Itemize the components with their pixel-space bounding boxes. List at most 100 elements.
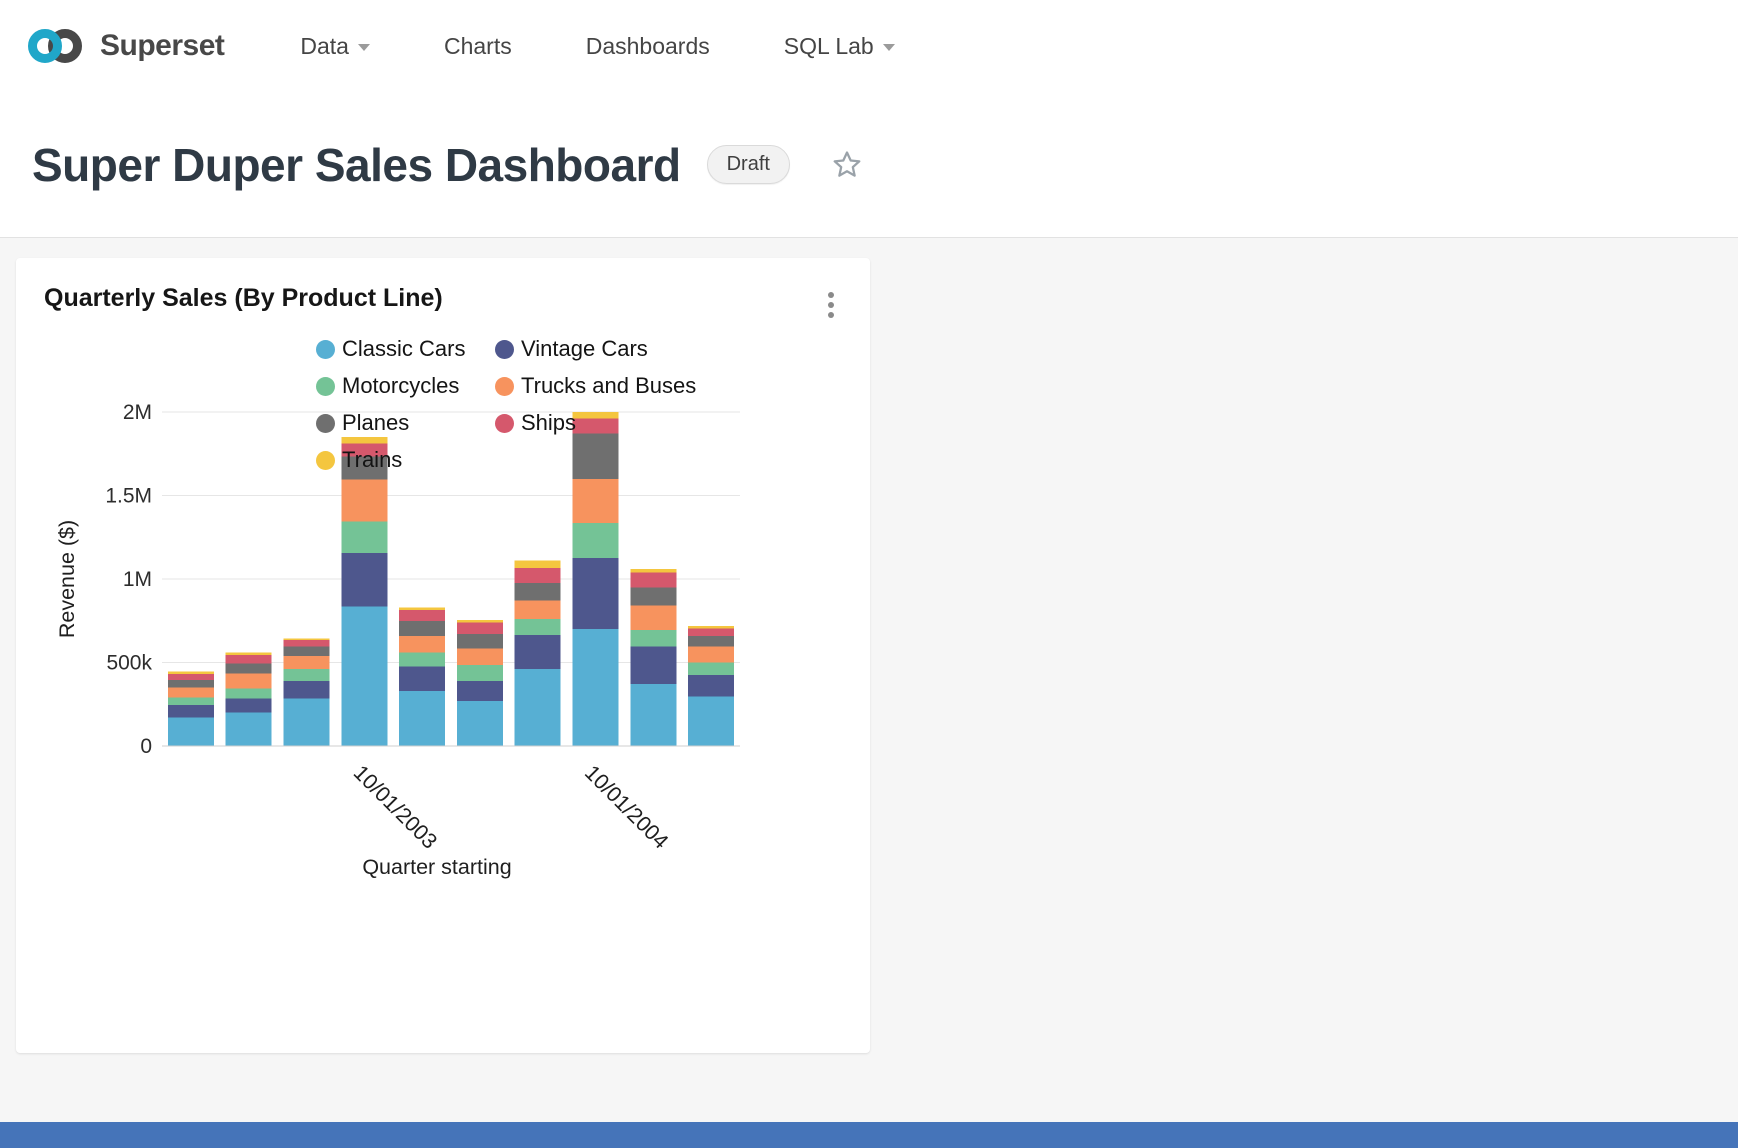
kebab-dot	[828, 312, 834, 318]
bar-segment[interactable]	[630, 568, 677, 573]
bar-segment[interactable]	[283, 669, 330, 681]
bar-segment[interactable]	[688, 628, 735, 636]
y-axis-title: Revenue ($)	[55, 520, 79, 638]
bar-segment[interactable]	[688, 662, 735, 676]
bar-segment[interactable]	[514, 634, 561, 670]
bar-segment[interactable]	[514, 619, 561, 635]
bar-segment[interactable]	[572, 433, 619, 479]
bar-segment[interactable]	[167, 697, 214, 706]
kebab-dot	[828, 292, 834, 298]
favorite-star-button[interactable]	[830, 148, 864, 182]
legend-item-trucks-and-buses[interactable]: Trucks and Buses	[495, 373, 696, 399]
legend-item-motorcycles[interactable]: Motorcycles	[316, 373, 495, 399]
bar-segment[interactable]	[167, 717, 214, 746]
bar-segment[interactable]	[283, 646, 330, 656]
legend-item-trains[interactable]: Trains	[316, 447, 495, 473]
bar-segment[interactable]	[283, 655, 330, 670]
nav-item-dashboards[interactable]: Dashboards	[586, 33, 710, 60]
bar-segment[interactable]	[225, 652, 272, 655]
bar-segment[interactable]	[399, 690, 446, 746]
bar-segment[interactable]	[225, 712, 272, 746]
bar-segment[interactable]	[341, 443, 388, 457]
nav-item-charts[interactable]: Charts	[444, 33, 512, 60]
bar-segment[interactable]	[514, 568, 561, 584]
bar-segment[interactable]	[688, 646, 735, 663]
bar-segment[interactable]	[341, 553, 388, 607]
legend-item-classic-cars[interactable]: Classic Cars	[316, 336, 495, 362]
bar-segment[interactable]	[514, 600, 561, 620]
bar-segment[interactable]	[456, 622, 503, 635]
caret-down-icon	[357, 44, 370, 51]
bar-segment[interactable]	[630, 629, 677, 647]
bar-segment[interactable]	[167, 687, 214, 698]
nav-item-label: Data	[300, 32, 349, 59]
chart-options-menu-button[interactable]	[820, 286, 842, 324]
nav-item-sql-lab[interactable]: SQL Lab	[784, 33, 895, 60]
bar-segment[interactable]	[514, 669, 561, 746]
bar-segment[interactable]	[456, 700, 503, 746]
bar-segment[interactable]	[572, 629, 619, 746]
bar-segment[interactable]	[514, 560, 561, 569]
bar-segment[interactable]	[225, 663, 272, 674]
bar-segment[interactable]	[225, 698, 272, 713]
bar-segment[interactable]	[688, 696, 735, 746]
bar-segment[interactable]	[514, 583, 561, 601]
bar-segment[interactable]	[225, 673, 272, 689]
bar-segment[interactable]	[688, 635, 735, 647]
bar-segment[interactable]	[572, 412, 619, 419]
bar-segment[interactable]	[283, 698, 330, 746]
legend-swatch	[495, 376, 514, 396]
y-tick-label: 500k	[106, 652, 152, 675]
legend-item-planes[interactable]: Planes	[316, 410, 495, 436]
legend-swatch	[495, 413, 514, 433]
chart-plot-area[interactable]: 0 500k 1M 1.5M 2M 10/01/2003 10/01/2004 Quarter…	[16, 334, 870, 944]
bar-segment[interactable]	[225, 688, 272, 699]
bar-segment[interactable]	[399, 620, 446, 636]
bar-segment[interactable]	[630, 587, 677, 606]
legend-label: Trains	[342, 447, 403, 472]
nav-item-data[interactable]: Data	[300, 33, 370, 60]
stacked-bar-chart[interactable]: 0 500k 1M 1.5M 2M 10/01/2003 10/01/2004 Quarter…	[16, 334, 870, 944]
bar-segment[interactable]	[688, 675, 735, 697]
dashboard-body: Quarterly Sales (By Product Line) 0 500k 1…	[0, 238, 1738, 1122]
bar-segment[interactable]	[167, 671, 214, 675]
bar-segment[interactable]	[341, 606, 388, 746]
bar-segment[interactable]	[341, 479, 388, 522]
bar-segment[interactable]	[283, 638, 330, 640]
bar-segment[interactable]	[630, 605, 677, 630]
bar-segment[interactable]	[167, 674, 214, 681]
dashboard-header: Super Duper Sales Dashboard Draft	[0, 92, 1738, 237]
bar-segment[interactable]	[283, 639, 330, 647]
bar-segment[interactable]	[572, 523, 619, 559]
bar-segment[interactable]	[167, 680, 214, 688]
bar-segment[interactable]	[456, 648, 503, 666]
bar-segment[interactable]	[572, 418, 619, 434]
bar-segment[interactable]	[341, 521, 388, 554]
brand-home-link[interactable]: Superset	[22, 25, 225, 67]
bar-segment[interactable]	[341, 456, 388, 480]
bar-segment[interactable]	[572, 478, 619, 524]
bar-segment[interactable]	[688, 625, 735, 629]
legend-swatch	[316, 376, 335, 396]
bar-segment[interactable]	[341, 437, 388, 444]
bar-segment[interactable]	[225, 654, 272, 664]
bar-segment[interactable]	[399, 635, 446, 653]
bar-segment[interactable]	[456, 634, 503, 649]
bar-segment[interactable]	[630, 646, 677, 685]
bar-segment[interactable]	[456, 680, 503, 701]
page-title: Super Duper Sales Dashboard	[32, 138, 681, 191]
bar-segment[interactable]	[283, 680, 330, 699]
bar-segment[interactable]	[167, 705, 214, 718]
bar-segment[interactable]	[572, 558, 619, 630]
bar-segment[interactable]	[630, 684, 677, 746]
bar-segment[interactable]	[456, 665, 503, 681]
bar-segment[interactable]	[399, 652, 446, 667]
bar-segment[interactable]	[399, 607, 446, 610]
legend-item-ships[interactable]: Ships	[495, 410, 696, 436]
bar-segment[interactable]	[630, 572, 677, 588]
bar-segment[interactable]	[399, 666, 446, 691]
legend-item-vintage-cars[interactable]: Vintage Cars	[495, 336, 696, 362]
bar-segment[interactable]	[399, 609, 446, 621]
x-tick-label: 10/01/2003	[349, 761, 442, 854]
bar-segment[interactable]	[456, 619, 503, 623]
